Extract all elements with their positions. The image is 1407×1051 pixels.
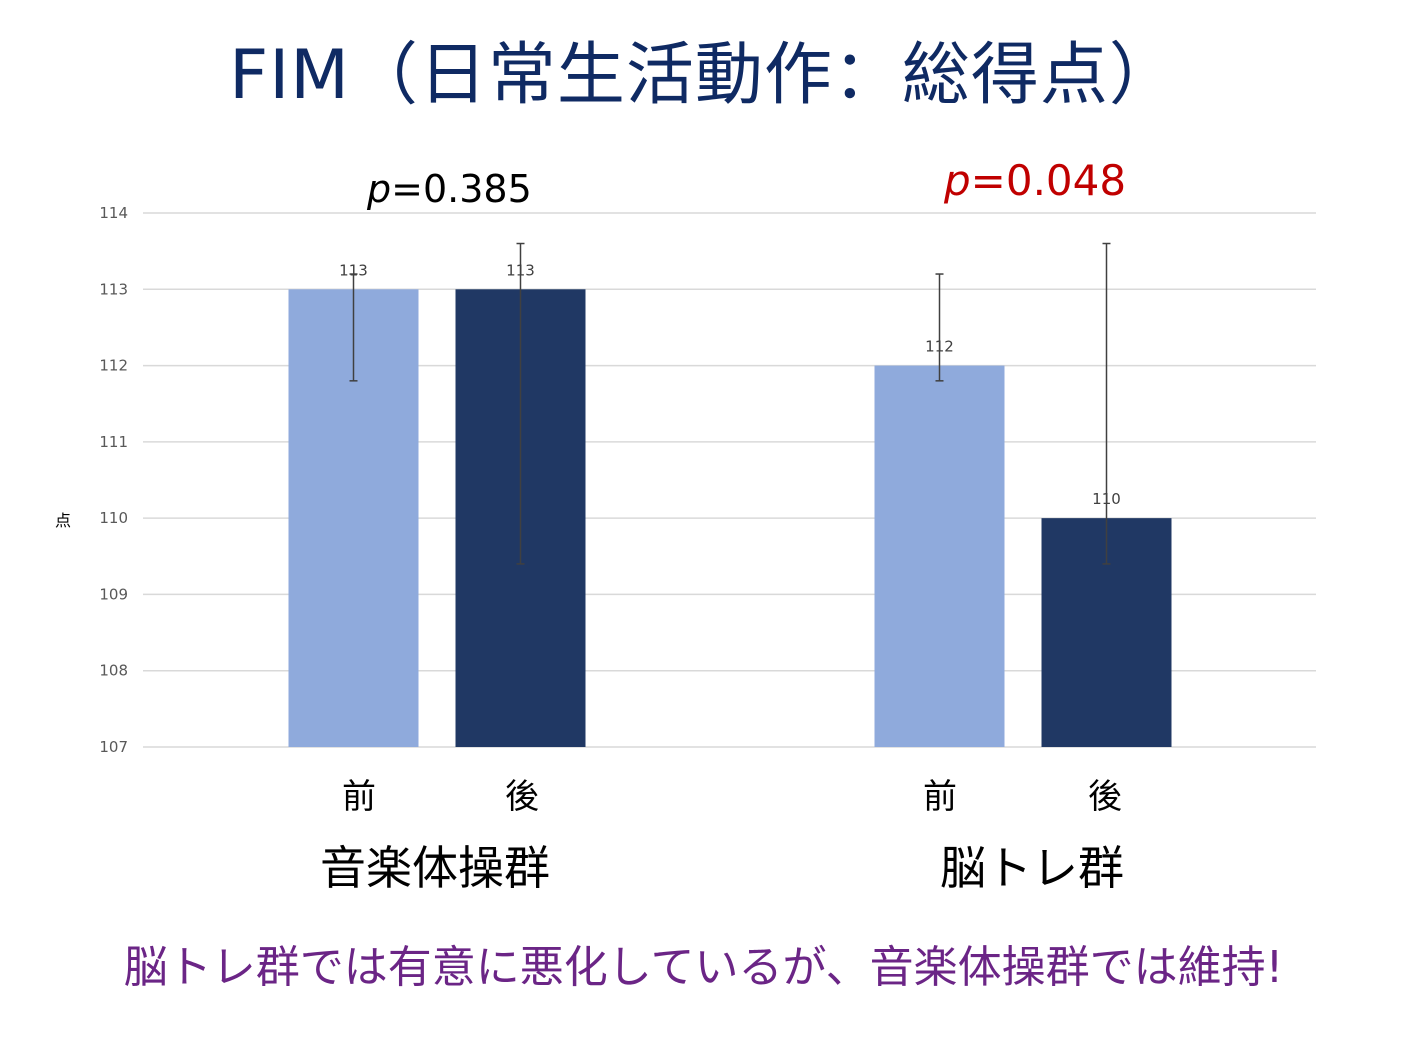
group-label-music: 音楽体操群 <box>320 841 550 895</box>
p-value-right: p=0.048 <box>944 160 1126 202</box>
y-tick-label-113: 113 <box>99 280 128 298</box>
data-label-group2-after: 110 <box>1092 490 1121 508</box>
chart-title: FIM（日常生活動作：総得点） <box>229 36 1178 115</box>
p-value-right-number: =0.048 <box>970 156 1127 205</box>
bar-group2-before <box>874 365 1005 747</box>
y-tick-label-110: 110 <box>99 509 128 527</box>
group-label-brain: 脳トレ群 <box>940 841 1124 895</box>
p-symbol-left: p <box>367 167 392 211</box>
category-label-group2-before: 前 <box>923 777 957 817</box>
y-tick-label-114: 114 <box>99 204 128 222</box>
p-symbol-right: p <box>944 156 971 205</box>
y-tick-label-112: 112 <box>99 357 128 375</box>
data-label-group1-before: 113 <box>339 261 368 279</box>
y-tick-label-111: 111 <box>99 433 128 451</box>
p-value-left-number: =0.385 <box>391 167 532 211</box>
category-label-group1-before: 前 <box>342 777 376 817</box>
p-value-left: p=0.385 <box>367 170 532 208</box>
y-tick-label-107: 107 <box>99 738 128 756</box>
conclusion-text: 脳トレ群では有意に悪化しているが、音楽体操群では維持! <box>123 942 1284 993</box>
y-tick-label-109: 109 <box>99 585 128 603</box>
category-label-group1-after: 後 <box>505 777 539 817</box>
y-axis-title: 点 <box>55 511 72 530</box>
data-label-group1-after: 113 <box>506 261 535 279</box>
y-tick-label-108: 108 <box>99 662 128 680</box>
data-label-group2-before: 112 <box>925 338 954 356</box>
category-label-group2-after: 後 <box>1088 777 1122 817</box>
